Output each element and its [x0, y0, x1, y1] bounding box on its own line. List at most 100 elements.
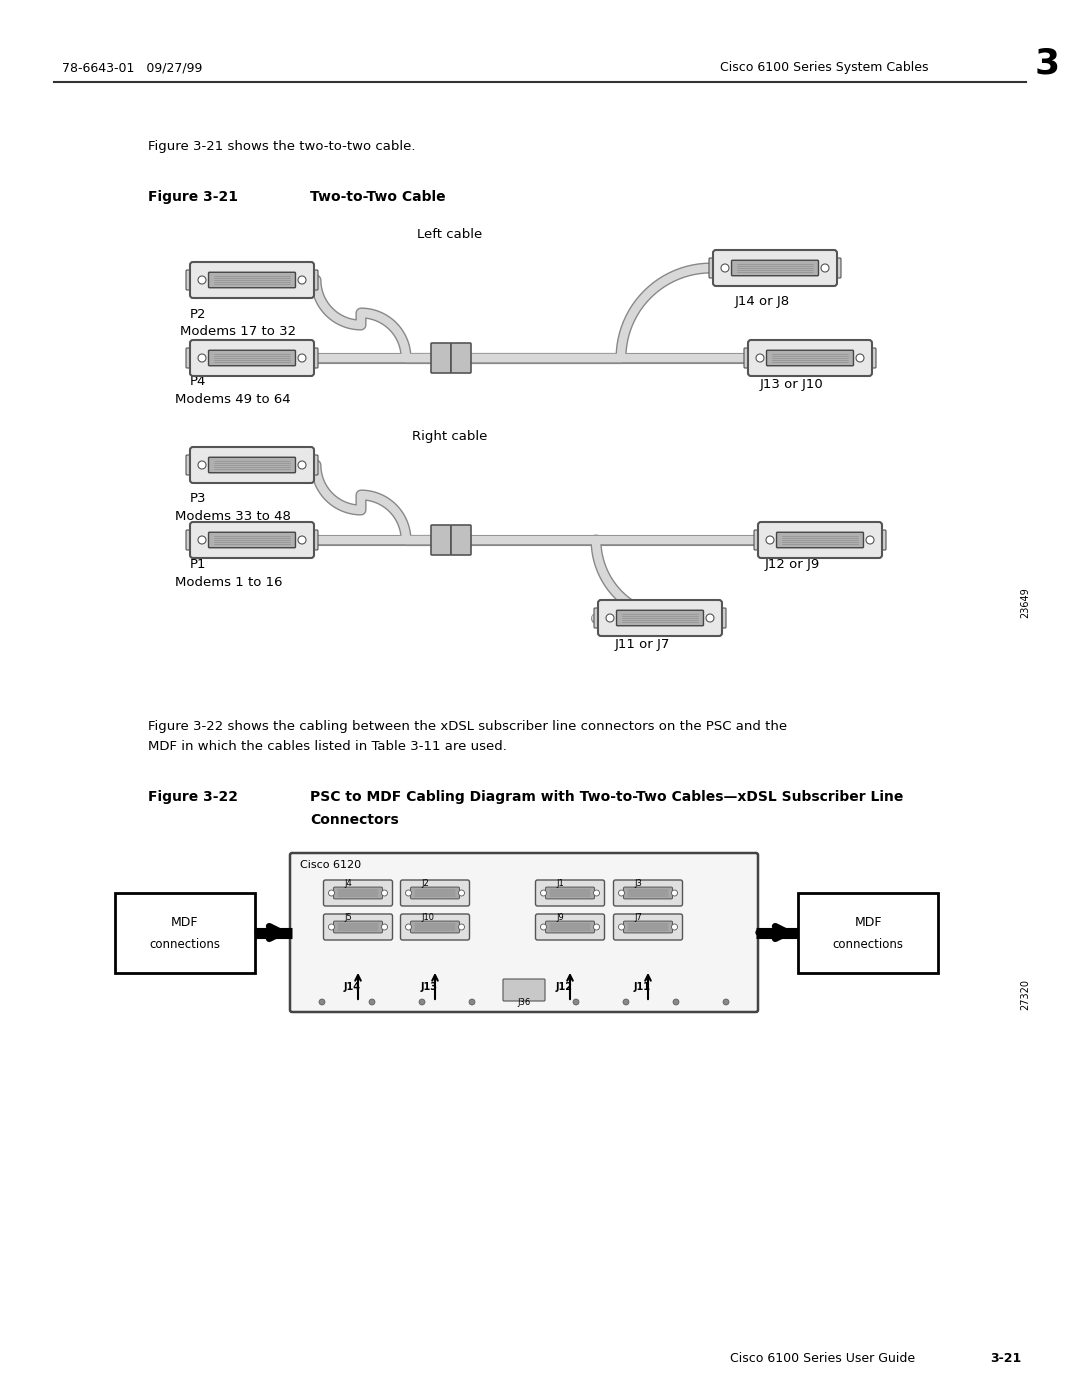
- FancyBboxPatch shape: [613, 880, 683, 907]
- Text: MDF: MDF: [854, 916, 881, 929]
- FancyBboxPatch shape: [410, 887, 459, 898]
- FancyBboxPatch shape: [410, 921, 459, 933]
- Circle shape: [573, 999, 579, 1004]
- Circle shape: [328, 923, 335, 930]
- Text: 78-6643-01   09/27/99: 78-6643-01 09/27/99: [62, 61, 202, 74]
- Text: Cisco 6120: Cisco 6120: [300, 861, 361, 870]
- FancyBboxPatch shape: [190, 447, 314, 483]
- Bar: [798, 893, 939, 972]
- FancyBboxPatch shape: [594, 608, 604, 629]
- FancyBboxPatch shape: [186, 270, 195, 291]
- Circle shape: [298, 353, 306, 362]
- Text: 23649: 23649: [1020, 587, 1030, 617]
- FancyBboxPatch shape: [401, 914, 470, 940]
- Circle shape: [198, 461, 206, 469]
- FancyBboxPatch shape: [208, 532, 296, 548]
- FancyBboxPatch shape: [186, 529, 195, 550]
- FancyBboxPatch shape: [758, 522, 882, 557]
- Text: Cisco 6100 Series User Guide: Cisco 6100 Series User Guide: [730, 1351, 915, 1365]
- FancyBboxPatch shape: [324, 914, 392, 940]
- FancyBboxPatch shape: [308, 455, 318, 475]
- FancyBboxPatch shape: [545, 887, 594, 898]
- FancyBboxPatch shape: [623, 887, 673, 898]
- Circle shape: [721, 264, 729, 272]
- Text: MDF: MDF: [172, 916, 199, 929]
- Circle shape: [706, 615, 714, 622]
- FancyBboxPatch shape: [208, 351, 296, 366]
- Circle shape: [381, 923, 388, 930]
- Text: J11 or J7: J11 or J7: [615, 638, 671, 651]
- FancyBboxPatch shape: [598, 599, 723, 636]
- Circle shape: [594, 923, 599, 930]
- FancyBboxPatch shape: [451, 525, 471, 555]
- FancyBboxPatch shape: [545, 921, 594, 933]
- Text: J13: J13: [421, 982, 438, 992]
- Text: J9: J9: [556, 914, 564, 922]
- FancyBboxPatch shape: [831, 258, 841, 278]
- FancyBboxPatch shape: [623, 921, 673, 933]
- Circle shape: [766, 536, 774, 543]
- FancyBboxPatch shape: [744, 348, 754, 367]
- Circle shape: [606, 615, 615, 622]
- FancyBboxPatch shape: [431, 525, 451, 555]
- Circle shape: [298, 536, 306, 543]
- FancyBboxPatch shape: [748, 339, 872, 376]
- Circle shape: [856, 353, 864, 362]
- Text: J14 or J8: J14 or J8: [735, 295, 791, 307]
- Circle shape: [198, 277, 206, 284]
- Text: J12 or J9: J12 or J9: [765, 557, 820, 571]
- FancyBboxPatch shape: [708, 258, 719, 278]
- Circle shape: [298, 461, 306, 469]
- Circle shape: [623, 999, 629, 1004]
- Text: Figure 3-22: Figure 3-22: [148, 789, 238, 805]
- Circle shape: [594, 890, 599, 895]
- Text: J13 or J10: J13 or J10: [760, 379, 824, 391]
- Text: Figure 3-22 shows the cabling between the xDSL subscriber line connectors on the: Figure 3-22 shows the cabling between th…: [148, 719, 787, 733]
- Text: J4: J4: [345, 879, 352, 888]
- Text: J2: J2: [421, 879, 429, 888]
- FancyBboxPatch shape: [308, 529, 318, 550]
- Circle shape: [619, 923, 624, 930]
- Circle shape: [198, 353, 206, 362]
- FancyBboxPatch shape: [716, 608, 726, 629]
- Circle shape: [405, 890, 411, 895]
- Circle shape: [756, 353, 764, 362]
- Text: MDF in which the cables listed in Table 3-11 are used.: MDF in which the cables listed in Table …: [148, 740, 507, 753]
- Text: J7: J7: [634, 914, 642, 922]
- Text: 27320: 27320: [1020, 979, 1030, 1010]
- Text: Modems 49 to 64: Modems 49 to 64: [175, 393, 291, 407]
- FancyBboxPatch shape: [186, 348, 195, 367]
- Text: Right cable: Right cable: [413, 430, 488, 443]
- FancyBboxPatch shape: [308, 270, 318, 291]
- FancyBboxPatch shape: [190, 263, 314, 298]
- FancyBboxPatch shape: [334, 887, 382, 898]
- Text: Two-to-Two Cable: Two-to-Two Cable: [310, 190, 446, 204]
- FancyBboxPatch shape: [291, 854, 758, 1011]
- Circle shape: [540, 923, 546, 930]
- Circle shape: [319, 999, 325, 1004]
- Text: Figure 3-21: Figure 3-21: [148, 190, 238, 204]
- Circle shape: [328, 890, 335, 895]
- FancyBboxPatch shape: [536, 914, 605, 940]
- Circle shape: [673, 999, 679, 1004]
- Circle shape: [469, 999, 475, 1004]
- Text: connections: connections: [149, 937, 220, 951]
- Text: P2: P2: [190, 307, 206, 321]
- Circle shape: [619, 890, 624, 895]
- Text: Connectors: Connectors: [310, 813, 399, 827]
- Text: P4: P4: [190, 374, 206, 388]
- Circle shape: [405, 923, 411, 930]
- FancyBboxPatch shape: [431, 344, 451, 373]
- Circle shape: [419, 999, 426, 1004]
- Circle shape: [459, 890, 464, 895]
- Text: J11: J11: [634, 982, 651, 992]
- FancyBboxPatch shape: [324, 880, 392, 907]
- FancyBboxPatch shape: [536, 880, 605, 907]
- FancyBboxPatch shape: [334, 921, 382, 933]
- Circle shape: [821, 264, 829, 272]
- FancyBboxPatch shape: [777, 532, 864, 548]
- FancyBboxPatch shape: [401, 880, 470, 907]
- FancyBboxPatch shape: [617, 610, 703, 626]
- FancyBboxPatch shape: [186, 455, 195, 475]
- Circle shape: [298, 277, 306, 284]
